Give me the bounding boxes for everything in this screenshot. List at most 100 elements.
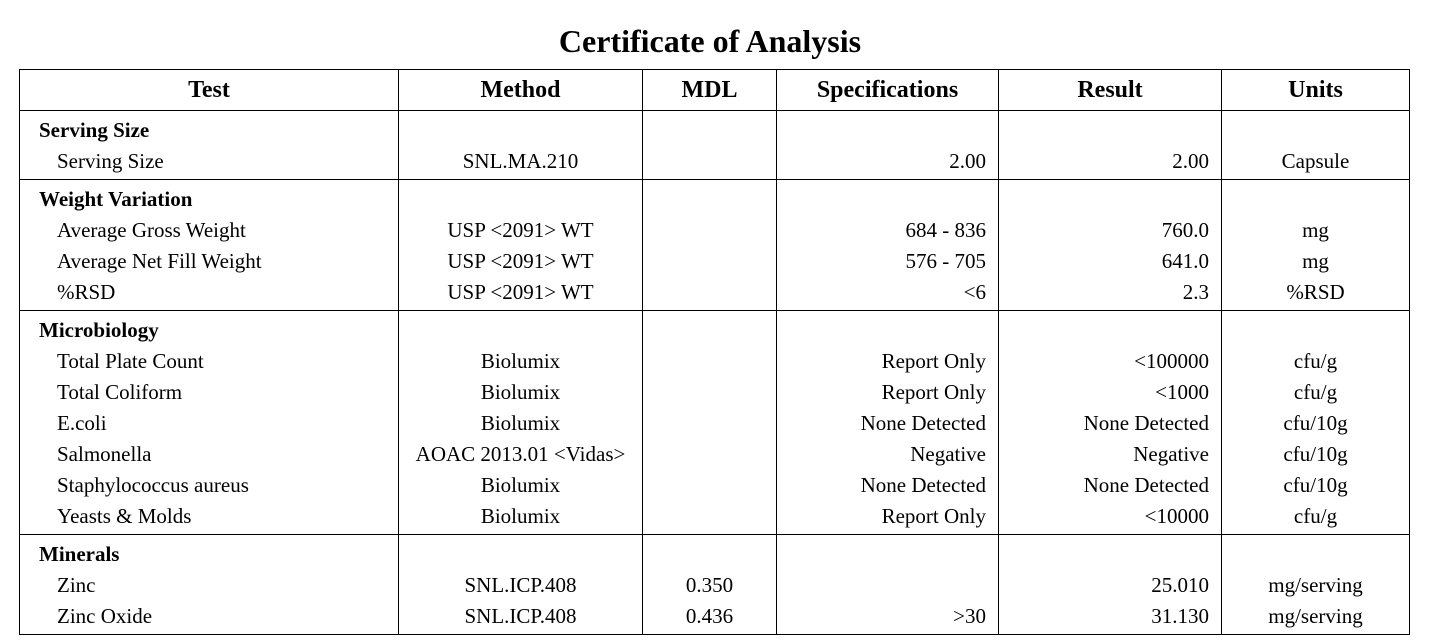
cell-method: SNL.ICP.408	[398, 601, 643, 635]
cell-mdl	[642, 215, 777, 246]
empty-cell	[398, 179, 643, 215]
empty-cell	[1221, 179, 1410, 215]
cell-method: Biolumix	[398, 501, 643, 535]
empty-cell	[642, 534, 777, 570]
table-row: Serving Size SNL.MA.210 2.00 2.00 Capsule	[19, 146, 1410, 180]
cell-units: cfu/g	[1221, 377, 1410, 408]
group-header-row: Minerals	[19, 534, 1410, 570]
cell-mdl	[642, 408, 777, 439]
cell-result: <10000	[998, 501, 1222, 535]
cell-method: Biolumix	[398, 377, 643, 408]
cell-specification: None Detected	[776, 470, 999, 501]
cell-mdl	[642, 377, 777, 408]
cell-mdl	[642, 346, 777, 377]
cell-test: Total Coliform	[19, 377, 399, 408]
cell-units: mg	[1221, 246, 1410, 277]
group-label: Serving Size	[19, 110, 399, 146]
cell-method: Biolumix	[398, 408, 643, 439]
cell-test: Yeasts & Molds	[19, 501, 399, 535]
cell-method: SNL.MA.210	[398, 146, 643, 180]
group-label: Weight Variation	[19, 179, 399, 215]
table-row: Zinc Oxide SNL.ICP.408 0.436 >30 31.130 mg/se…	[19, 601, 1410, 635]
group-header-row: Serving Size	[19, 110, 1410, 146]
cell-mdl: 0.436	[642, 601, 777, 635]
cell-units: cfu/10g	[1221, 408, 1410, 439]
cell-test: Staphylococcus aureus	[19, 470, 399, 501]
cell-specification: Report Only	[776, 501, 999, 535]
table-body: Serving Size Serving Size SNL.MA.210 2.00 2.…	[19, 110, 1410, 635]
cell-mdl	[642, 146, 777, 180]
cell-method: USP <2091> WT	[398, 246, 643, 277]
cell-test: Zinc Oxide	[19, 601, 399, 635]
empty-cell	[642, 110, 777, 146]
empty-cell	[1221, 310, 1410, 346]
cell-specification: 576 - 705	[776, 246, 999, 277]
cell-result: 641.0	[998, 246, 1222, 277]
cell-specification: Report Only	[776, 377, 999, 408]
cell-result: <1000	[998, 377, 1222, 408]
cell-method: Biolumix	[398, 470, 643, 501]
table-row: Average Gross Weight USP <2091> WT 684 - 8…	[19, 215, 1410, 246]
cell-test: Average Gross Weight	[19, 215, 399, 246]
cell-test: Average Net Fill Weight	[19, 246, 399, 277]
empty-cell	[398, 310, 643, 346]
cell-test: Serving Size	[19, 146, 399, 180]
cell-test: Salmonella	[19, 439, 399, 470]
cell-test: %RSD	[19, 277, 399, 311]
empty-cell	[998, 534, 1222, 570]
cell-specification: Negative	[776, 439, 999, 470]
header-specifications: Specifications	[776, 69, 999, 111]
cell-result: None Detected	[998, 408, 1222, 439]
header-units: Units	[1221, 69, 1410, 111]
cell-result: <100000	[998, 346, 1222, 377]
cell-test: Total Plate Count	[19, 346, 399, 377]
empty-cell	[776, 534, 999, 570]
cell-mdl: 0.350	[642, 570, 777, 601]
empty-cell	[776, 179, 999, 215]
cell-result: 2.00	[998, 146, 1222, 180]
cell-result: Negative	[998, 439, 1222, 470]
cell-specification: Report Only	[776, 346, 999, 377]
cell-method: SNL.ICP.408	[398, 570, 643, 601]
empty-cell	[1221, 534, 1410, 570]
table-row: Salmonella AOAC 2013.01 <Vidas> Negative Ne…	[19, 439, 1410, 470]
cell-test: E.coli	[19, 408, 399, 439]
table-row: Zinc SNL.ICP.408 0.350 25.010 mg/serving	[19, 570, 1410, 601]
table-row: Total Plate Count Biolumix Report Only <100…	[19, 346, 1410, 377]
cell-specification	[776, 570, 999, 601]
cell-test: Zinc	[19, 570, 399, 601]
cell-method: USP <2091> WT	[398, 277, 643, 311]
cell-units: mg/serving	[1221, 601, 1410, 635]
cell-mdl	[642, 501, 777, 535]
table-row: E.coli Biolumix None Detected None Detected…	[19, 408, 1410, 439]
header-row: Test Method MDL Specifications Result Un…	[19, 69, 1410, 111]
empty-cell	[998, 110, 1222, 146]
cell-method: USP <2091> WT	[398, 215, 643, 246]
group-label: Minerals	[19, 534, 399, 570]
cell-specification: None Detected	[776, 408, 999, 439]
header-mdl: MDL	[642, 69, 777, 111]
cell-mdl	[642, 470, 777, 501]
cell-units: mg	[1221, 215, 1410, 246]
document-title: Certificate of Analysis	[558, 23, 862, 59]
cell-result: 31.130	[998, 601, 1222, 635]
empty-cell	[642, 310, 777, 346]
cell-units: cfu/10g	[1221, 470, 1410, 501]
table-row: Yeasts & Molds Biolumix Report Only <10000 c…	[19, 501, 1410, 535]
analysis-table: Test Method MDL Specifications Result Un…	[19, 69, 1410, 635]
empty-cell	[998, 179, 1222, 215]
cell-result: 25.010	[998, 570, 1222, 601]
table-row: %RSD USP <2091> WT <6 2.3 %RSD	[19, 277, 1410, 311]
cell-result: 760.0	[998, 215, 1222, 246]
cell-units: mg/serving	[1221, 570, 1410, 601]
table-row: Total Coliform Biolumix Report Only <1000 cf…	[19, 377, 1410, 408]
header-result: Result	[998, 69, 1222, 111]
cell-specification: 2.00	[776, 146, 999, 180]
group-label: Microbiology	[19, 310, 399, 346]
cell-result: None Detected	[998, 470, 1222, 501]
empty-cell	[776, 110, 999, 146]
group-header-row: Weight Variation	[19, 179, 1410, 215]
group-header-row: Microbiology	[19, 310, 1410, 346]
cell-specification: 684 - 836	[776, 215, 999, 246]
header-method: Method	[398, 69, 643, 111]
